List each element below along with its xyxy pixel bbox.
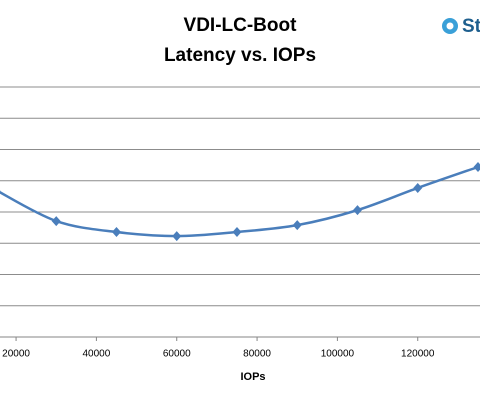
x-tick-label: 120000 <box>401 349 435 360</box>
series-line <box>0 165 479 238</box>
data-point <box>473 162 480 172</box>
data-point <box>51 216 61 227</box>
chart-title: VDI-LC-Boot <box>184 15 298 36</box>
x-tick-label: 100000 <box>321 349 355 360</box>
x-tick-label: 80000 <box>243 349 271 360</box>
logo-text: St <box>462 16 480 37</box>
data-point <box>232 227 242 237</box>
x-tick-label: 60000 <box>163 349 191 360</box>
chart-subtitle: Latency vs. IOPs <box>164 45 316 66</box>
x-tick-label: 20000 <box>2 349 30 360</box>
data-point <box>172 231 182 242</box>
x-axis-label: IOPs <box>240 371 265 383</box>
data-point <box>352 205 362 216</box>
data-point <box>292 220 302 231</box>
logo-icon-center <box>446 22 454 30</box>
x-tick-label: 40000 <box>82 349 110 360</box>
data-point <box>413 182 423 193</box>
data-point <box>111 227 121 237</box>
